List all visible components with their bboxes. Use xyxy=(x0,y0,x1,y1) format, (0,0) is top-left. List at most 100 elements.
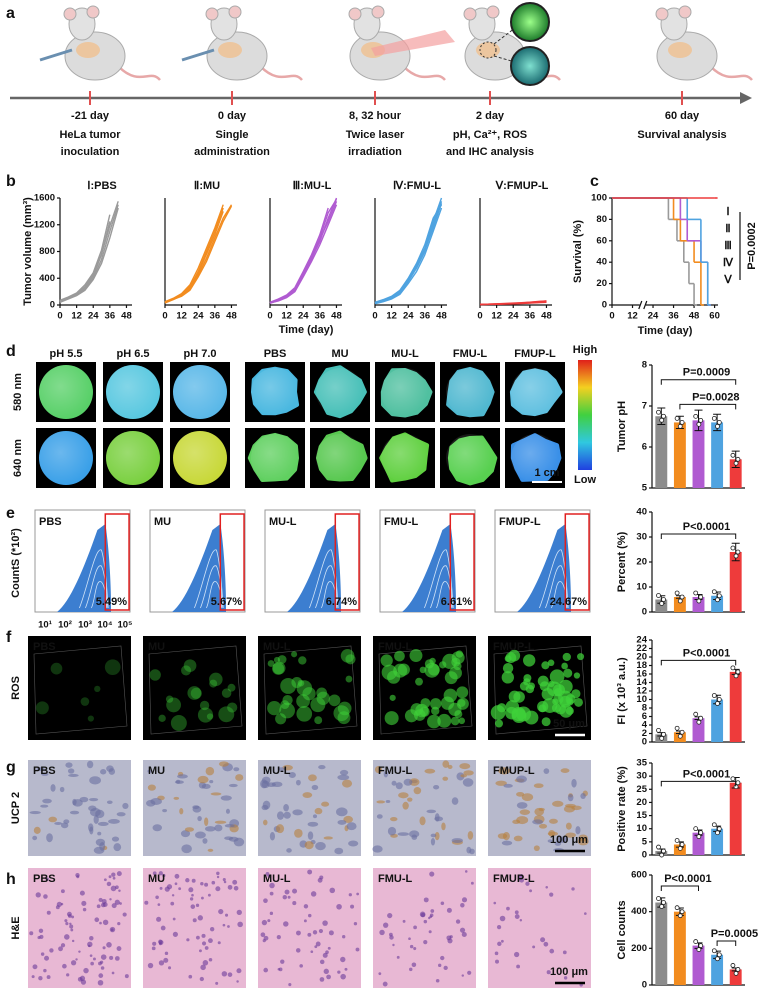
image-label: FMUP-L xyxy=(493,641,535,653)
ihc-cell xyxy=(451,797,459,805)
he-nucleus xyxy=(307,869,313,875)
growth-curve xyxy=(374,197,443,304)
he-nucleus xyxy=(32,964,38,970)
ihc-cell xyxy=(308,774,317,782)
growth-curve xyxy=(164,204,233,304)
growth-curve xyxy=(59,204,119,303)
y-tick-label: 7 xyxy=(642,401,647,412)
he-nucleus xyxy=(218,908,224,915)
ihc-cell xyxy=(276,811,284,820)
volume-box xyxy=(378,645,473,735)
y-tick-label: 14 xyxy=(636,677,647,688)
replicate-dot xyxy=(674,415,680,421)
ihc-cell xyxy=(314,807,323,815)
mouse-tail xyxy=(402,65,446,81)
ihc-cell xyxy=(173,796,180,800)
tumor-site xyxy=(476,42,500,58)
y-tick-label: 6 xyxy=(642,442,647,453)
he-nucleus xyxy=(119,902,122,905)
he-nucleus xyxy=(208,957,213,962)
ihc-cell xyxy=(376,800,386,804)
growth-curve xyxy=(164,211,224,304)
y-tick-label: 4 xyxy=(642,720,648,731)
ros-signal xyxy=(328,694,341,707)
ros-signal xyxy=(420,698,431,708)
he-nucleus xyxy=(111,872,116,877)
group-label: MU xyxy=(331,348,348,360)
arrow-head xyxy=(740,92,752,104)
ihc-cell xyxy=(339,769,349,776)
y-tick-label: 0 xyxy=(602,300,607,311)
he-nucleus xyxy=(312,930,318,935)
ros-signal xyxy=(381,664,398,681)
replicate-dot xyxy=(693,711,699,717)
he-nucleus xyxy=(98,897,103,902)
ihc-cell xyxy=(563,805,576,813)
ros-signal xyxy=(439,661,447,669)
ihc-cell xyxy=(262,800,271,810)
he-nucleus xyxy=(67,914,72,918)
x-tick-label: 48 xyxy=(436,311,447,322)
he-nucleus xyxy=(423,897,429,903)
ihc-cell xyxy=(346,822,357,831)
x-tick-label: 24 xyxy=(193,311,204,322)
he-nucleus xyxy=(288,983,292,987)
row-label: H&E xyxy=(10,916,22,939)
he-nucleus xyxy=(315,941,321,947)
flow-contour xyxy=(424,549,454,609)
y-tick-label: 18 xyxy=(636,660,647,671)
y-tick-label: 200 xyxy=(631,943,647,954)
ros-signal xyxy=(454,710,463,719)
bar xyxy=(729,671,742,742)
ihc-cell xyxy=(72,799,83,807)
ros-signal xyxy=(298,656,307,665)
he-nucleus xyxy=(303,919,307,923)
replicate-dot xyxy=(716,419,722,425)
he-nucleus xyxy=(163,957,169,963)
flow-contour xyxy=(430,565,453,609)
ros-signal xyxy=(170,715,187,731)
replicate-dot xyxy=(735,549,741,555)
he-nucleus xyxy=(106,942,112,948)
he-nucleus xyxy=(227,972,233,977)
y-tick-label: 400 xyxy=(39,273,55,284)
he-nucleus xyxy=(353,922,358,926)
he-nucleus xyxy=(96,904,101,909)
he-nucleus xyxy=(209,926,215,932)
ihc-cell xyxy=(552,800,564,807)
he-nucleus xyxy=(31,975,35,979)
he-nucleus xyxy=(506,906,510,911)
replicate-dot xyxy=(656,896,661,901)
y-tick-label: 20 xyxy=(636,797,647,808)
ros-signal xyxy=(538,704,547,713)
bar xyxy=(692,945,705,985)
he-nucleus xyxy=(188,974,193,979)
ihc-cell xyxy=(532,819,544,825)
he-nucleus xyxy=(584,912,587,915)
ihc-cell xyxy=(398,792,409,799)
axis-break-mark xyxy=(638,300,643,310)
x-axis-label: Time (day) xyxy=(279,324,334,336)
ihc-cell xyxy=(209,780,214,784)
shine xyxy=(173,365,227,419)
he-nucleus xyxy=(514,910,519,915)
ph-label: pH 5.5 xyxy=(49,348,82,360)
ihc-cell xyxy=(318,764,326,770)
ihc-cell xyxy=(184,827,195,832)
he-nucleus xyxy=(529,889,533,893)
replicate-dot xyxy=(677,423,683,429)
ihc-cell xyxy=(442,776,449,781)
growth-curve xyxy=(374,201,443,304)
he-nucleus xyxy=(157,903,161,906)
ihc-cell xyxy=(235,774,244,781)
ros-signal xyxy=(221,688,232,698)
x-tick-label: 12 xyxy=(386,311,397,322)
ros-signal xyxy=(502,663,514,674)
he-nucleus xyxy=(71,939,75,943)
x-tick-label: 12 xyxy=(281,311,292,322)
flow-label: FMU-L xyxy=(384,516,418,528)
he-nucleus xyxy=(328,930,334,936)
growth-curve xyxy=(269,207,329,303)
y-tick-label: 2 xyxy=(642,728,647,739)
he-nucleus xyxy=(75,958,78,961)
